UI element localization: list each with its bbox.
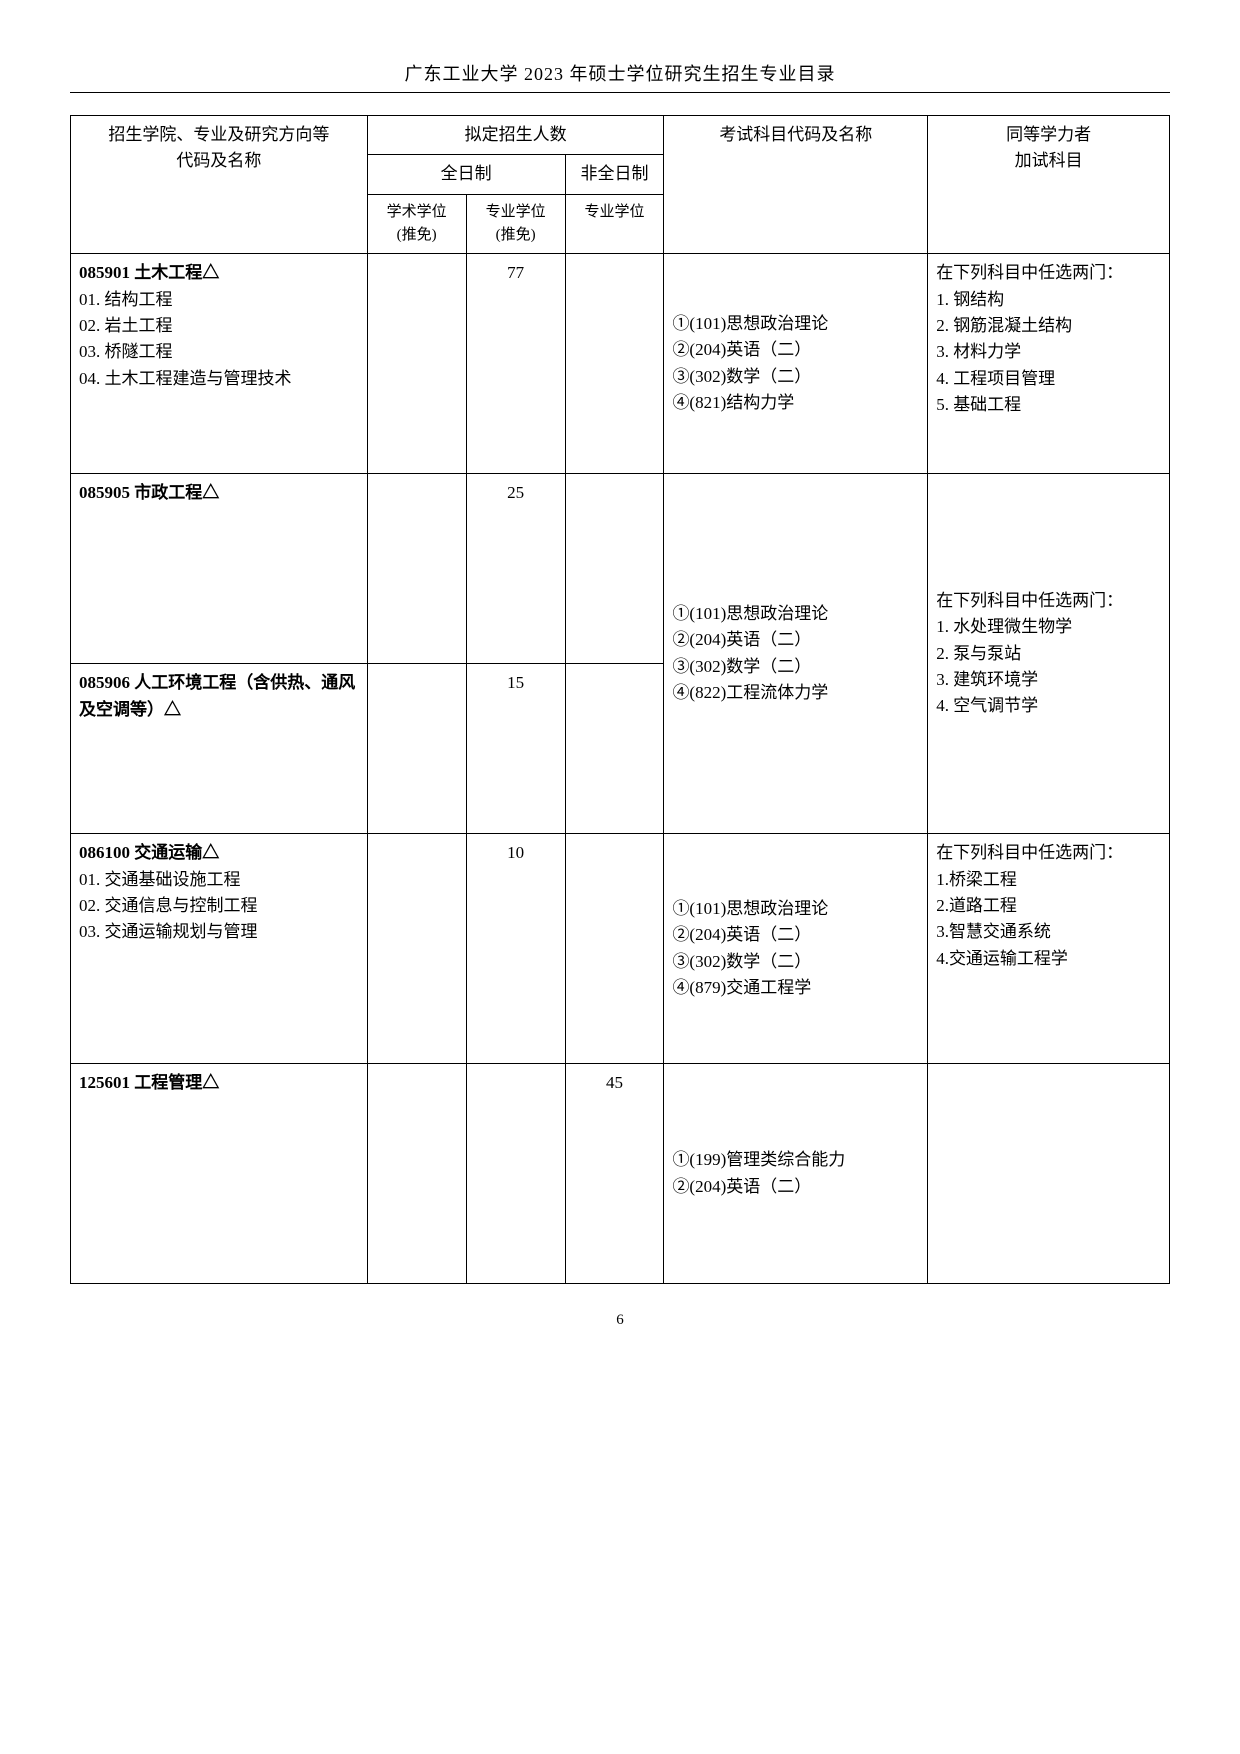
- catalog-table: 招生学院、专业及研究方向等 代码及名称 拟定招生人数 考试科目代码及名称 同等学…: [70, 115, 1170, 1284]
- cell-academic: [367, 254, 466, 474]
- cell-professional: 15: [466, 664, 565, 834]
- cell-equiv: 在下列科目中任选两门： 1. 钢结构 2. 钢筋混凝土结构 3. 材料力学 4.…: [928, 254, 1170, 474]
- major-title: 086100 交通运输△: [79, 843, 219, 862]
- cell-exam: ①(101)思想政治理论 ②(204)英语（二） ③(302)数学（二） ④(8…: [664, 254, 928, 474]
- th-parttime: 非全日制: [565, 155, 664, 194]
- th-major-text: 招生学院、专业及研究方向等 代码及名称: [108, 125, 329, 170]
- exam-text: ①(101)思想政治理论 ②(204)英语（二） ③(302)数学（二） ④(8…: [672, 604, 828, 702]
- cell-professional: 25: [466, 474, 565, 664]
- table-row: 086100 交通运输△ 01. 交通基础设施工程 02. 交通信息与控制工程 …: [71, 834, 1170, 1064]
- table-row: 125601 工程管理△ 45 ①(199)管理类综合能力 ②(204)英语（二…: [71, 1064, 1170, 1284]
- cell-parttime-pro: [565, 834, 664, 1064]
- cell-parttime-pro: 45: [565, 1064, 664, 1284]
- exam-text: ①(101)思想政治理论 ②(204)英语（二） ③(302)数学（二） ④(8…: [672, 899, 828, 997]
- cell-exam: ①(199)管理类综合能力 ②(204)英语（二）: [664, 1064, 928, 1284]
- cell-parttime-pro: [565, 664, 664, 834]
- cell-academic: [367, 474, 466, 664]
- cell-major: 085906 人工环境工程（含供热、通风及空调等）△: [71, 664, 368, 834]
- cell-major: 085905 市政工程△: [71, 474, 368, 664]
- th-exam: 考试科目代码及名称: [664, 116, 928, 254]
- cell-academic: [367, 664, 466, 834]
- th-fulltime: 全日制: [367, 155, 565, 194]
- cell-equiv: 在下列科目中任选两门： 1. 水处理微生物学 2. 泵与泵站 3. 建筑环境学 …: [928, 474, 1170, 834]
- equiv-text: 在下列科目中任选两门： 1. 钢结构 2. 钢筋混凝土结构 3. 材料力学 4.…: [936, 263, 1123, 414]
- cell-major: 086100 交通运输△ 01. 交通基础设施工程 02. 交通信息与控制工程 …: [71, 834, 368, 1064]
- page-number: 6: [70, 1312, 1170, 1329]
- equiv-text: 在下列科目中任选两门： 1. 水处理微生物学 2. 泵与泵站 3. 建筑环境学 …: [936, 591, 1123, 715]
- th-plan: 拟定招生人数: [367, 116, 664, 155]
- cell-academic: [367, 834, 466, 1064]
- cell-professional: 10: [466, 834, 565, 1064]
- major-lines: 01. 结构工程 02. 岩土工程 03. 桥隧工程 04. 土木工程建造与管理…: [79, 290, 292, 388]
- cell-professional: 77: [466, 254, 565, 474]
- major-title: 085901 土木工程△: [79, 263, 219, 282]
- cell-equiv: [928, 1064, 1170, 1284]
- th-professional-text: 专业学位 (推免): [486, 204, 546, 243]
- major-title: 125601 工程管理△: [79, 1073, 219, 1092]
- cell-equiv: 在下列科目中任选两门： 1.桥梁工程 2.道路工程 3.智慧交通系统 4.交通运…: [928, 834, 1170, 1064]
- th-academic-text: 学术学位 (推免): [387, 204, 447, 243]
- exam-text: ①(101)思想政治理论 ②(204)英语（二） ③(302)数学（二） ④(8…: [672, 314, 828, 412]
- th-academic: 学术学位 (推免): [367, 194, 466, 254]
- equiv-text: 在下列科目中任选两门： 1.桥梁工程 2.道路工程 3.智慧交通系统 4.交通运…: [936, 843, 1123, 967]
- th-parttime-pro: 专业学位: [565, 194, 664, 254]
- cell-exam: ①(101)思想政治理论 ②(204)英语（二） ③(302)数学（二） ④(8…: [664, 474, 928, 834]
- th-major: 招生学院、专业及研究方向等 代码及名称: [71, 116, 368, 254]
- cell-major: 085901 土木工程△ 01. 结构工程 02. 岩土工程 03. 桥隧工程 …: [71, 254, 368, 474]
- cell-professional: [466, 1064, 565, 1284]
- cell-major: 125601 工程管理△: [71, 1064, 368, 1284]
- th-equiv-text: 同等学力者 加试科目: [1006, 125, 1091, 170]
- major-lines: 01. 交通基础设施工程 02. 交通信息与控制工程 03. 交通运输规划与管理: [79, 870, 258, 942]
- cell-exam: ①(101)思想政治理论 ②(204)英语（二） ③(302)数学（二） ④(8…: [664, 834, 928, 1064]
- major-title: 085905 市政工程△: [79, 483, 219, 502]
- th-professional: 专业学位 (推免): [466, 194, 565, 254]
- table-row: 085901 土木工程△ 01. 结构工程 02. 岩土工程 03. 桥隧工程 …: [71, 254, 1170, 474]
- cell-parttime-pro: [565, 254, 664, 474]
- exam-text: ①(199)管理类综合能力 ②(204)英语（二）: [672, 1150, 845, 1195]
- cell-academic: [367, 1064, 466, 1284]
- table-row: 085905 市政工程△ 25 ①(101)思想政治理论 ②(204)英语（二）…: [71, 474, 1170, 664]
- major-title: 085906 人工环境工程（含供热、通风及空调等）△: [79, 673, 355, 718]
- page-header: 广东工业大学 2023 年硕士学位研究生招生专业目录: [70, 60, 1170, 93]
- th-equiv: 同等学力者 加试科目: [928, 116, 1170, 254]
- cell-parttime-pro: [565, 474, 664, 664]
